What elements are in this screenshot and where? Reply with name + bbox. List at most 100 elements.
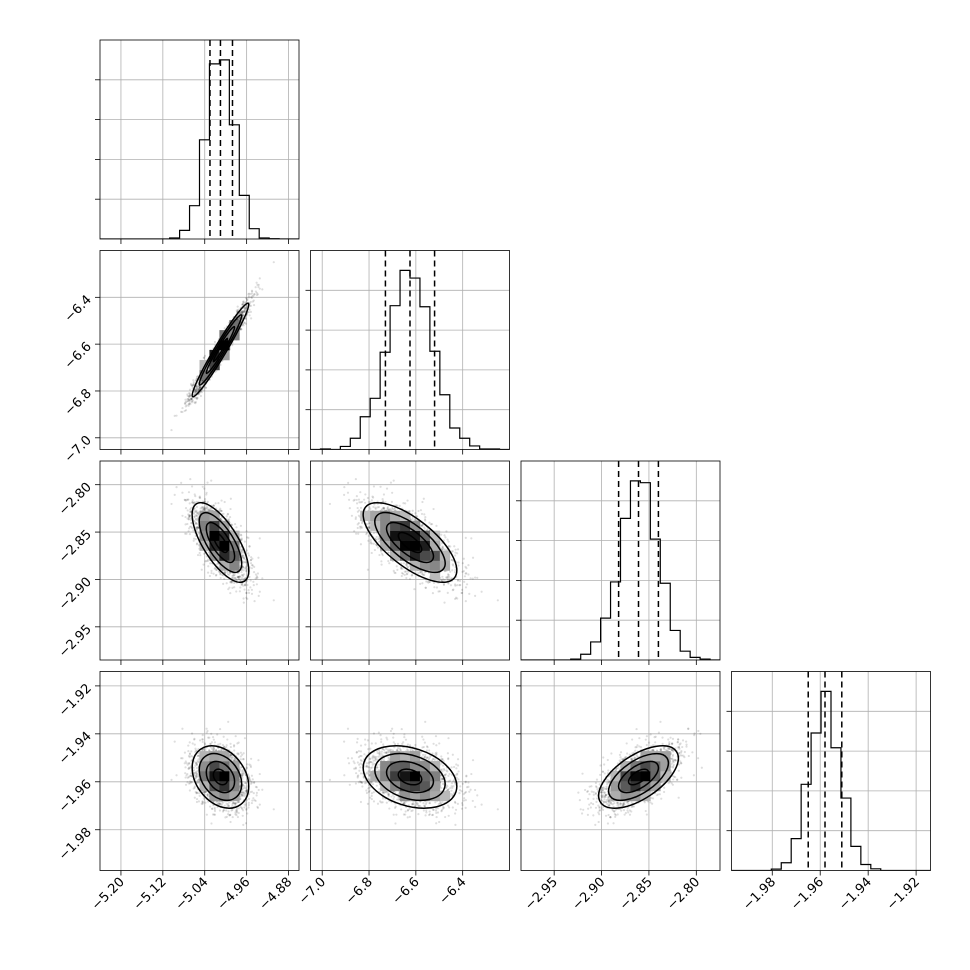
panel-frame xyxy=(310,250,510,450)
sample-point xyxy=(253,565,256,569)
sample-point xyxy=(377,505,381,509)
sample-point xyxy=(241,310,244,313)
sample-point xyxy=(240,548,243,551)
sample-point xyxy=(210,479,213,482)
sample-point xyxy=(175,486,178,489)
sample-point xyxy=(444,536,447,539)
sample-point xyxy=(370,551,373,555)
sample-point xyxy=(238,590,241,593)
sample-point xyxy=(206,571,210,574)
sample-point xyxy=(193,520,196,523)
sample-point xyxy=(250,292,254,295)
sample-point xyxy=(387,551,390,554)
sample-point xyxy=(222,512,225,515)
sample-point xyxy=(196,512,200,516)
sample-point xyxy=(346,491,350,494)
sample-point xyxy=(204,386,208,389)
contour-level-1 xyxy=(205,521,236,564)
sample-point xyxy=(242,311,245,314)
sample-point xyxy=(193,507,196,511)
sample-point xyxy=(202,507,205,511)
sample-point xyxy=(243,540,247,543)
y-tick-label-2-1: −2.90 xyxy=(56,575,95,614)
sample-point xyxy=(258,590,261,593)
sample-point xyxy=(195,500,198,503)
sample-point xyxy=(189,403,192,406)
sample-point xyxy=(196,526,200,529)
sample-point xyxy=(198,388,201,391)
sample-point xyxy=(254,577,257,580)
sample-point xyxy=(206,558,210,561)
density-cell xyxy=(199,510,210,521)
sample-point xyxy=(195,527,199,530)
sample-point xyxy=(253,293,256,296)
sample-point xyxy=(184,401,187,404)
sample-point xyxy=(240,573,244,577)
sample-point xyxy=(446,538,449,541)
sample-point xyxy=(448,575,451,579)
sample-point xyxy=(235,526,238,529)
sample-point xyxy=(203,354,207,357)
sample-point xyxy=(195,389,198,392)
sample-point xyxy=(256,572,260,575)
sample-point xyxy=(181,406,184,410)
sample-point xyxy=(258,537,261,540)
sample-point xyxy=(256,283,259,286)
contour-level-0 xyxy=(212,337,229,363)
sample-point xyxy=(231,574,234,578)
sample-point xyxy=(242,601,245,604)
sample-point xyxy=(190,485,194,488)
y-tick-label-2-3: −2.80 xyxy=(56,480,95,519)
sample-point xyxy=(257,285,260,289)
sample-point xyxy=(225,582,228,585)
sample-point xyxy=(218,509,221,512)
sample-point xyxy=(250,289,254,292)
sample-point xyxy=(186,517,189,520)
sample-point xyxy=(255,583,258,586)
sample-point xyxy=(240,534,243,537)
sample-point xyxy=(231,576,234,580)
sample-point xyxy=(424,515,427,519)
sample-point xyxy=(435,586,439,589)
sample-point xyxy=(223,570,226,573)
sample-point xyxy=(453,545,456,548)
y-tick-label-2-2: −2.85 xyxy=(56,527,95,566)
sample-point xyxy=(192,529,195,532)
sample-point xyxy=(383,507,386,510)
panel-2-1 xyxy=(305,460,510,665)
sample-point xyxy=(196,517,199,520)
sample-point xyxy=(424,586,427,589)
sample-point xyxy=(248,545,251,548)
sample-point xyxy=(252,303,256,307)
histogram-0 xyxy=(100,59,299,239)
sample-point xyxy=(445,576,448,579)
sample-point xyxy=(220,499,223,502)
sample-point xyxy=(200,568,203,571)
sample-point xyxy=(210,569,213,573)
sample-point xyxy=(194,521,197,525)
sample-point xyxy=(247,296,250,299)
sample-point xyxy=(247,554,251,557)
sample-point xyxy=(255,576,258,580)
sample-point xyxy=(244,317,248,320)
sample-point xyxy=(190,398,194,401)
sample-point xyxy=(470,537,473,540)
sample-point xyxy=(221,573,224,577)
sample-point xyxy=(204,506,208,510)
sample-point xyxy=(185,532,188,535)
sample-point xyxy=(242,321,246,324)
sample-point xyxy=(242,300,245,304)
sample-point xyxy=(201,506,205,509)
sample-point xyxy=(248,575,251,578)
sample-point xyxy=(242,310,245,313)
density-cell xyxy=(199,520,210,531)
sample-point xyxy=(187,398,191,401)
sample-point xyxy=(443,578,446,582)
sample-point xyxy=(192,537,196,540)
sample-point xyxy=(194,402,197,405)
sample-point xyxy=(249,310,253,313)
sample-point xyxy=(219,573,222,576)
sample-point xyxy=(454,568,457,572)
sample-point xyxy=(358,501,361,504)
sample-point xyxy=(216,562,219,565)
